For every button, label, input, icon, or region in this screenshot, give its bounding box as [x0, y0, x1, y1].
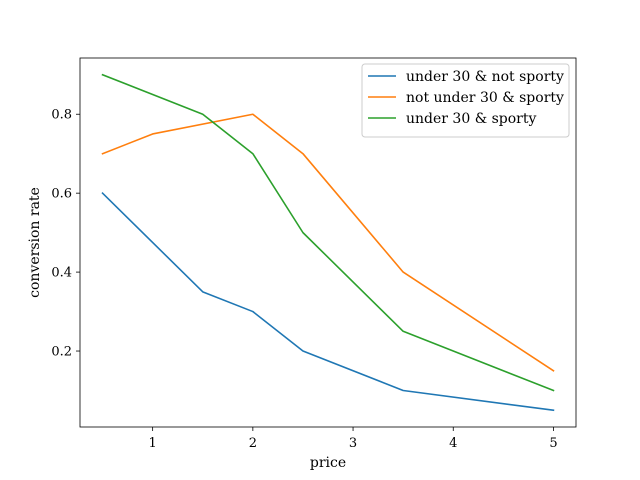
x-tick-label-3: 4	[449, 436, 457, 451]
series-line-1	[101, 113, 555, 372]
x-axis: 1 2 3 4 5	[149, 427, 558, 451]
y-tick-label-0: 0.2	[51, 345, 72, 360]
legend-label-2: under 30 & sporty	[406, 111, 536, 127]
x-tick-label-1: 2	[249, 436, 257, 451]
plot-frame	[79, 57, 577, 428]
y-axis-label: conversion rate	[27, 187, 43, 298]
x-tick-label-2: 3	[349, 436, 357, 451]
legend-label-1: not under 30 & sporty	[406, 90, 564, 106]
x-tick-label-0: 1	[149, 436, 157, 451]
y-tick-label-1: 0.4	[51, 266, 72, 281]
y-tick-label-2: 0.6	[51, 187, 72, 202]
y-axis: 0.2 0.4 0.6 0.8	[51, 108, 80, 360]
x-axis-label: price	[310, 455, 346, 471]
legend-label-0: under 30 & not sporty	[406, 69, 564, 85]
x-tick-label-4: 5	[549, 436, 557, 451]
series-line-0	[101, 192, 555, 412]
legend-box	[361, 63, 570, 138]
y-tick-label-3: 0.8	[51, 108, 72, 123]
series-line-2	[101, 73, 555, 392]
series-layer	[101, 73, 555, 412]
legend: under 30 & not sporty not under 30 & spor…	[361, 63, 570, 138]
